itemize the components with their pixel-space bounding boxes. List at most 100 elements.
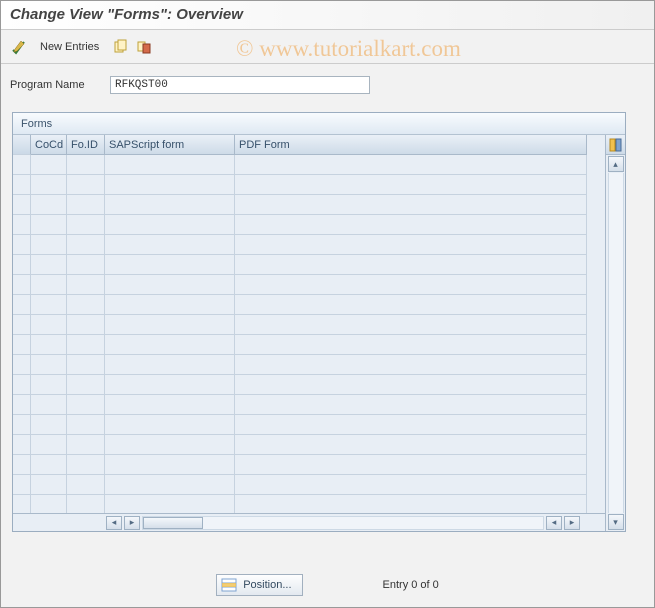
- table-cell[interactable]: [235, 335, 587, 355]
- horizontal-scroll-track[interactable]: [142, 516, 544, 530]
- table-cell[interactable]: [67, 275, 105, 295]
- table-cell[interactable]: [105, 455, 235, 475]
- row-handle[interactable]: [13, 335, 31, 355]
- table-cell[interactable]: [31, 395, 67, 415]
- horizontal-scrollbar[interactable]: ◂ ▸ ◂ ▸: [13, 513, 605, 531]
- table-row[interactable]: [13, 415, 605, 435]
- table-cell[interactable]: [235, 215, 587, 235]
- table-cell[interactable]: [105, 175, 235, 195]
- scroll-right-icon[interactable]: ◂: [546, 516, 562, 530]
- row-handle[interactable]: [13, 255, 31, 275]
- table-row[interactable]: [13, 255, 605, 275]
- table-cell[interactable]: [67, 315, 105, 335]
- table-cell[interactable]: [105, 275, 235, 295]
- table-cell[interactable]: [67, 375, 105, 395]
- table-cell[interactable]: [31, 475, 67, 495]
- table-row[interactable]: [13, 195, 605, 215]
- column-header[interactable]: SAPScript form: [105, 135, 235, 155]
- vertical-scrollbar[interactable]: ▴ ▾: [606, 155, 625, 531]
- table-cell[interactable]: [67, 255, 105, 275]
- table-cell[interactable]: [31, 255, 67, 275]
- table-cell[interactable]: [31, 495, 67, 513]
- table-row[interactable]: [13, 175, 605, 195]
- table-cell[interactable]: [31, 435, 67, 455]
- column-header[interactable]: Fo.ID: [67, 135, 105, 155]
- table-cell[interactable]: [235, 275, 587, 295]
- table-row[interactable]: [13, 495, 605, 513]
- table-row[interactable]: [13, 235, 605, 255]
- table-cell[interactable]: [31, 415, 67, 435]
- table-cell[interactable]: [105, 215, 235, 235]
- scroll-left-end-icon[interactable]: ◂: [106, 516, 122, 530]
- horizontal-scroll-thumb[interactable]: [143, 517, 203, 529]
- row-handle[interactable]: [13, 215, 31, 235]
- table-cell[interactable]: [67, 195, 105, 215]
- table-settings-icon[interactable]: [606, 135, 625, 155]
- table-cell[interactable]: [235, 455, 587, 475]
- table-row[interactable]: [13, 295, 605, 315]
- table-cell[interactable]: [235, 495, 587, 513]
- row-handle[interactable]: [13, 235, 31, 255]
- table-cell[interactable]: [235, 315, 587, 335]
- table-cell[interactable]: [235, 355, 587, 375]
- copy-icon[interactable]: [111, 38, 129, 56]
- table-cell[interactable]: [235, 475, 587, 495]
- table-cell[interactable]: [235, 175, 587, 195]
- table-cell[interactable]: [31, 155, 67, 175]
- table-row[interactable]: [13, 315, 605, 335]
- table-cell[interactable]: [235, 295, 587, 315]
- table-cell[interactable]: [105, 295, 235, 315]
- table-row[interactable]: [13, 335, 605, 355]
- table-cell[interactable]: [235, 195, 587, 215]
- table-cell[interactable]: [31, 455, 67, 475]
- program-name-input[interactable]: [110, 76, 370, 94]
- table-cell[interactable]: [67, 215, 105, 235]
- table-cell[interactable]: [67, 335, 105, 355]
- delete-icon[interactable]: [135, 38, 153, 56]
- table-cell[interactable]: [67, 295, 105, 315]
- table-cell[interactable]: [105, 395, 235, 415]
- position-button[interactable]: Position...: [216, 574, 302, 596]
- new-entries-button[interactable]: New Entries: [34, 39, 105, 55]
- table-cell[interactable]: [67, 495, 105, 513]
- table-cell[interactable]: [105, 235, 235, 255]
- table-cell[interactable]: [67, 155, 105, 175]
- table-cell[interactable]: [31, 215, 67, 235]
- table-row[interactable]: [13, 395, 605, 415]
- row-handle[interactable]: [13, 155, 31, 175]
- table-cell[interactable]: [67, 235, 105, 255]
- table-cell[interactable]: [235, 415, 587, 435]
- table-row[interactable]: [13, 275, 605, 295]
- table-row[interactable]: [13, 155, 605, 175]
- table-cell[interactable]: [31, 275, 67, 295]
- table-cell[interactable]: [105, 315, 235, 335]
- row-handle[interactable]: [13, 295, 31, 315]
- table-cell[interactable]: [67, 475, 105, 495]
- row-handle[interactable]: [13, 195, 31, 215]
- table-cell[interactable]: [31, 235, 67, 255]
- table-cell[interactable]: [235, 395, 587, 415]
- row-handle[interactable]: [13, 475, 31, 495]
- row-handle[interactable]: [13, 315, 31, 335]
- table-cell[interactable]: [105, 475, 235, 495]
- table-cell[interactable]: [105, 495, 235, 513]
- table-cell[interactable]: [31, 195, 67, 215]
- table-cell[interactable]: [105, 355, 235, 375]
- row-handle[interactable]: [13, 455, 31, 475]
- column-header[interactable]: PDF Form: [235, 135, 587, 155]
- scroll-up-icon[interactable]: ▴: [608, 156, 624, 172]
- table-cell[interactable]: [235, 155, 587, 175]
- table-cell[interactable]: [31, 295, 67, 315]
- row-handle[interactable]: [13, 355, 31, 375]
- pencil-check-icon[interactable]: [10, 38, 28, 56]
- table-cell[interactable]: [31, 375, 67, 395]
- table-cell[interactable]: [235, 235, 587, 255]
- row-handle[interactable]: [13, 175, 31, 195]
- table-cell[interactable]: [105, 435, 235, 455]
- table-cell[interactable]: [31, 355, 67, 375]
- table-cell[interactable]: [235, 255, 587, 275]
- table-row[interactable]: [13, 375, 605, 395]
- table-cell[interactable]: [105, 415, 235, 435]
- table-row[interactable]: [13, 435, 605, 455]
- table-cell[interactable]: [105, 335, 235, 355]
